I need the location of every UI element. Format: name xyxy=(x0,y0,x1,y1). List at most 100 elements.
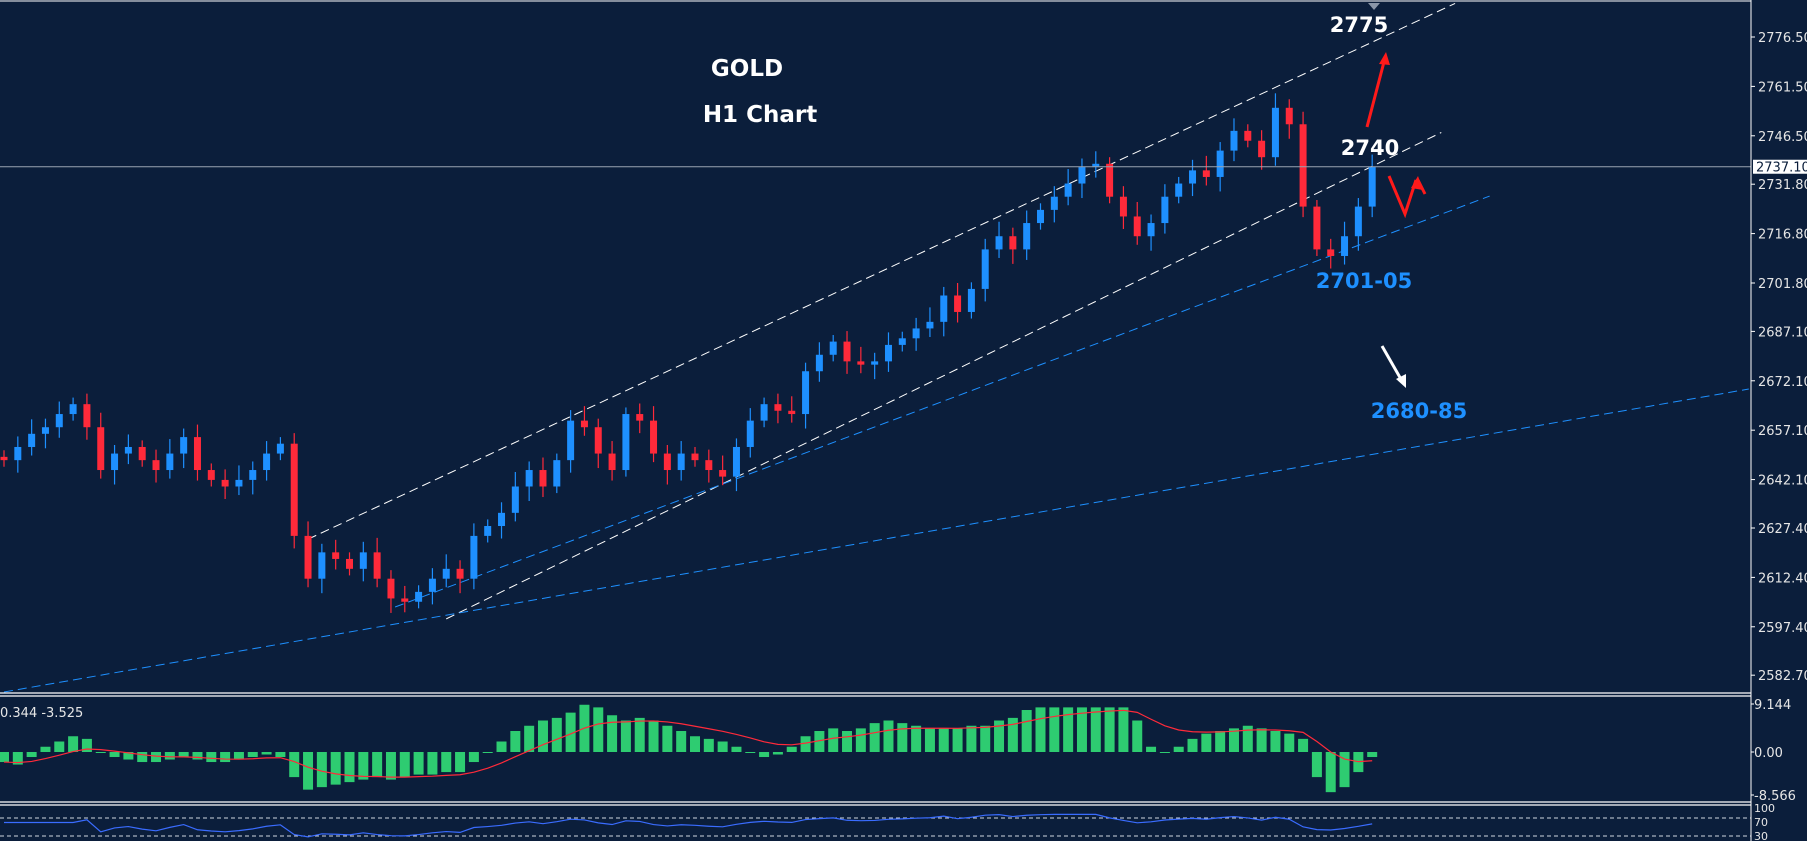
candle xyxy=(705,449,713,483)
candle-body xyxy=(290,443,298,536)
candle xyxy=(193,424,201,481)
candle-body xyxy=(318,552,326,579)
candle xyxy=(622,407,630,477)
candle-body xyxy=(995,236,1003,250)
macd-bar xyxy=(800,736,811,752)
candle-body xyxy=(1354,206,1362,237)
trendline-2[interactable] xyxy=(446,132,1442,620)
macd-bar xyxy=(68,736,79,752)
macd-panel[interactable]: 0.344 -3.525 xyxy=(0,704,1378,793)
candle xyxy=(1147,214,1155,251)
candle-body xyxy=(746,420,754,447)
candle xyxy=(871,352,879,380)
macd-bar xyxy=(676,731,687,752)
macd-bar xyxy=(247,752,258,758)
price-panel[interactable] xyxy=(0,2,1751,693)
macd-bar xyxy=(1118,707,1129,752)
candle xyxy=(318,543,326,594)
candle-body xyxy=(456,568,464,579)
candle-body xyxy=(14,446,22,461)
macd-bar xyxy=(385,752,396,780)
candle-body xyxy=(719,470,727,477)
candle xyxy=(235,465,243,496)
candle-body xyxy=(788,410,796,415)
candle-body xyxy=(249,470,257,480)
candle-body xyxy=(871,361,879,365)
candle-body xyxy=(843,341,851,362)
macd-bar xyxy=(1007,717,1018,752)
candle xyxy=(1327,238,1335,269)
candle xyxy=(1230,118,1238,162)
macd-bar xyxy=(1311,752,1322,778)
macd-bar xyxy=(330,752,341,785)
candle xyxy=(415,585,423,609)
macd-bar xyxy=(510,731,521,752)
candle-body xyxy=(553,460,561,487)
macd-readout: 0.344 -3.525 xyxy=(0,706,83,721)
candle xyxy=(166,439,174,479)
candle xyxy=(774,393,782,424)
rsi-panel[interactable] xyxy=(0,813,1751,838)
price-tick-label: 2642.10 xyxy=(1758,474,1807,489)
candle-body xyxy=(180,437,188,454)
macd-bar xyxy=(634,717,645,752)
candle-body xyxy=(981,249,989,289)
candle-body xyxy=(0,456,8,461)
price-tick-label: 2687.10 xyxy=(1758,325,1807,340)
candle-body xyxy=(1244,130,1252,141)
macd-bar xyxy=(178,752,189,758)
macd-bar xyxy=(151,752,162,763)
candle-body xyxy=(428,578,436,592)
macd-bar xyxy=(275,752,286,758)
candle-body xyxy=(1313,206,1321,250)
candle-body xyxy=(940,295,948,322)
bearish-arrow-icon xyxy=(1380,345,1406,388)
target-mid-label: 2740 xyxy=(1341,136,1399,160)
candle-body xyxy=(1202,170,1210,177)
candle xyxy=(594,418,602,469)
candle xyxy=(1258,130,1266,170)
macd-bar xyxy=(358,752,369,780)
candle-body xyxy=(967,288,975,312)
macd-bar xyxy=(220,752,231,763)
macd-bar xyxy=(911,725,922,752)
candle xyxy=(1189,159,1197,197)
candle xyxy=(207,463,215,487)
price-tick-label: 2716.80 xyxy=(1758,228,1807,243)
candle xyxy=(442,554,450,588)
price-tick-label: 2761.50 xyxy=(1758,80,1807,95)
macd-bar xyxy=(413,752,424,775)
candle xyxy=(1354,198,1362,251)
macd-bar xyxy=(1173,746,1184,752)
macd-bar xyxy=(772,752,783,755)
macd-bar xyxy=(109,752,120,758)
candle-body xyxy=(1299,124,1307,207)
macd-bar xyxy=(0,752,9,763)
trendline-3[interactable] xyxy=(394,195,1490,608)
candle xyxy=(1202,155,1210,186)
chart-title: GOLD xyxy=(711,56,783,82)
macd-bar xyxy=(303,752,314,790)
candle-body xyxy=(401,598,409,602)
candle xyxy=(55,401,63,438)
candle xyxy=(1271,93,1279,166)
macd-bar xyxy=(883,720,894,752)
macd-signal-line xyxy=(3,709,1373,778)
candle xyxy=(539,457,547,498)
trendline-1[interactable] xyxy=(307,2,1456,540)
candle xyxy=(663,445,671,485)
candle xyxy=(470,523,478,590)
rsi-tick-label: 30 xyxy=(1754,830,1768,841)
macd-bar xyxy=(95,752,106,753)
price-tick-label: 2612.40 xyxy=(1758,571,1807,586)
candle-body xyxy=(774,404,782,411)
macd-bar xyxy=(924,728,935,752)
pullback-arrow-icon xyxy=(1387,175,1427,219)
macd-bar xyxy=(897,723,908,752)
macd-bar xyxy=(524,725,535,752)
price-tick-label: 2627.40 xyxy=(1758,522,1807,537)
macd-bar xyxy=(786,746,797,752)
rsi-tick-label: 70 xyxy=(1754,816,1768,829)
trendline-4[interactable] xyxy=(3,388,1749,693)
